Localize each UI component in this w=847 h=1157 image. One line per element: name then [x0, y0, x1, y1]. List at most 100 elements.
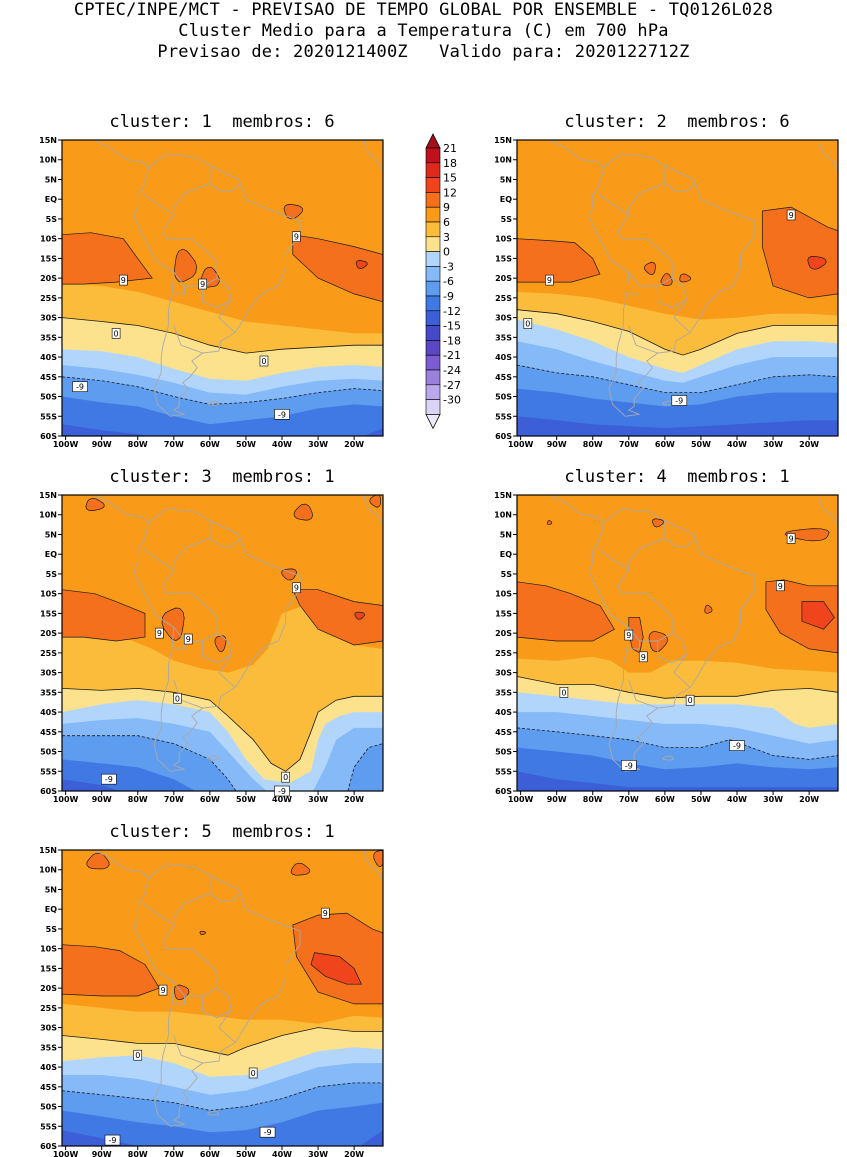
- svg-text:9: 9: [160, 986, 165, 995]
- country-border-5: [628, 680, 658, 709]
- contour-label: 0: [685, 694, 695, 706]
- country-border-5: [173, 325, 203, 354]
- colorbar-level-label: 12: [443, 186, 457, 199]
- lat-tick-label: 5N: [45, 530, 57, 539]
- temperature-band-b4: [62, 396, 383, 436]
- warm-core-9-12: [161, 607, 185, 641]
- country-border-4: [628, 641, 641, 650]
- contour-label: 9: [624, 629, 634, 641]
- lat-tick-label: 55S: [495, 412, 512, 421]
- warm-core-9-12: [373, 850, 383, 867]
- warm-core-9-12: [281, 568, 297, 581]
- country-border-7: [209, 538, 241, 547]
- central-america-outline: [94, 850, 149, 878]
- lon-tick-label: 40W: [272, 1150, 292, 1157]
- contour-0: [62, 687, 383, 772]
- colorbar-segment: [425, 147, 441, 164]
- svg-text:9: 9: [294, 584, 299, 593]
- lat-tick-label: 10N: [494, 156, 512, 165]
- warm-core-9-12: [62, 589, 146, 642]
- colorbar-segment: [425, 251, 441, 267]
- lat-tick-label: 15N: [494, 491, 512, 500]
- svg-text:9: 9: [200, 280, 205, 289]
- contour-0: [62, 317, 383, 354]
- colorbar-segment: [425, 384, 441, 400]
- country-border-6: [216, 632, 232, 655]
- lat-tick-label: 45S: [40, 728, 57, 737]
- africa-outline: [363, 140, 383, 172]
- lon-tick-label: 20W: [344, 1150, 364, 1157]
- svg-text:9: 9: [294, 233, 299, 242]
- contour-label: 0: [173, 692, 182, 704]
- warm-core-9-12: [679, 273, 692, 283]
- contour-0: [517, 309, 838, 356]
- country-border-1: [162, 875, 218, 997]
- temperature-band-b5: [517, 771, 838, 791]
- svg-text:-9: -9: [278, 787, 286, 796]
- lon-tick-label: 70W: [619, 795, 639, 804]
- lat-tick-label: 55S: [40, 1122, 57, 1131]
- contour-label: 9: [183, 633, 193, 645]
- country-border-4: [173, 286, 186, 295]
- lat-tick-label: 15S: [40, 609, 57, 618]
- lat-tick-label: 15N: [494, 136, 512, 145]
- contour-label: 9: [198, 278, 207, 290]
- colorbar-segment: [425, 206, 441, 223]
- contour-0: [517, 676, 838, 699]
- lon-tick-label: 60W: [200, 1150, 220, 1157]
- lon-tick-label: 40W: [727, 795, 747, 804]
- contour-minus-9: [517, 727, 838, 760]
- country-border-4: [628, 286, 641, 295]
- lon-tick-label: 70W: [164, 795, 184, 804]
- panel-5-title: cluster: 5 membros: 1: [109, 822, 335, 842]
- lat-tick-label: 30S: [40, 669, 57, 678]
- contour-label: 9: [775, 580, 785, 592]
- lat-tick-label: 15S: [40, 964, 57, 973]
- lon-tick-label: 80W: [583, 795, 603, 804]
- lon-tick-label: 60W: [655, 795, 675, 804]
- lat-tick-label: 50S: [495, 393, 512, 402]
- falkland-islands-outline: [661, 755, 674, 761]
- country-border-3: [142, 548, 175, 571]
- lon-tick-label: 20W: [799, 795, 819, 804]
- lon-tick-label: 30W: [763, 795, 783, 804]
- warm-core-9-12: [85, 498, 105, 511]
- map-frame: [61, 139, 384, 437]
- colorbar-level-label: 21: [443, 142, 457, 155]
- contour-label: 9: [292, 582, 301, 594]
- contour-label: 0: [559, 687, 569, 698]
- colorbar-level-label: -9: [443, 290, 454, 303]
- lat-tick-label: 25S: [40, 649, 57, 658]
- colorbar-top-triangle: [425, 133, 441, 149]
- svg-text:-9: -9: [733, 742, 741, 751]
- contour-label: 9: [158, 984, 168, 996]
- lon-tick-label: 40W: [727, 440, 747, 449]
- colorbar-level-label: -6: [443, 275, 454, 288]
- warm-core-9-12: [290, 862, 310, 876]
- lat-tick-label: 20S: [40, 984, 57, 993]
- warm-core-9-12: [517, 238, 601, 283]
- lon-tick-label: 20W: [799, 440, 819, 449]
- svg-text:0: 0: [175, 694, 180, 703]
- contour-label: -9: [729, 740, 745, 751]
- lat-tick-label: 10N: [39, 866, 57, 875]
- colorbar-level-label: -30: [443, 394, 461, 407]
- lat-tick-label: 60S: [40, 787, 57, 796]
- figure-title-line-2: Cluster Medio para a Temperatura (C) em …: [178, 21, 669, 41]
- lon-tick-label: 80W: [128, 440, 148, 449]
- lat-tick-label: 45S: [495, 728, 512, 737]
- lat-tick-label: 55S: [40, 767, 57, 776]
- colorbar-segment: [425, 266, 441, 282]
- lon-tick-label: 70W: [164, 1150, 184, 1157]
- temperature-band-b4: [517, 747, 838, 791]
- central-america-outline: [94, 495, 149, 523]
- warm-core-12-15: [355, 260, 368, 269]
- contour-label: -9: [101, 773, 117, 785]
- colorbar-segment: [425, 340, 441, 356]
- colorbar-level-label: 3: [443, 231, 450, 244]
- warm-core-9-12: [283, 203, 303, 220]
- lat-tick-label: 55S: [40, 412, 57, 421]
- lat-tick-label: 30S: [40, 314, 57, 323]
- lon-tick-label: 100W: [53, 795, 79, 804]
